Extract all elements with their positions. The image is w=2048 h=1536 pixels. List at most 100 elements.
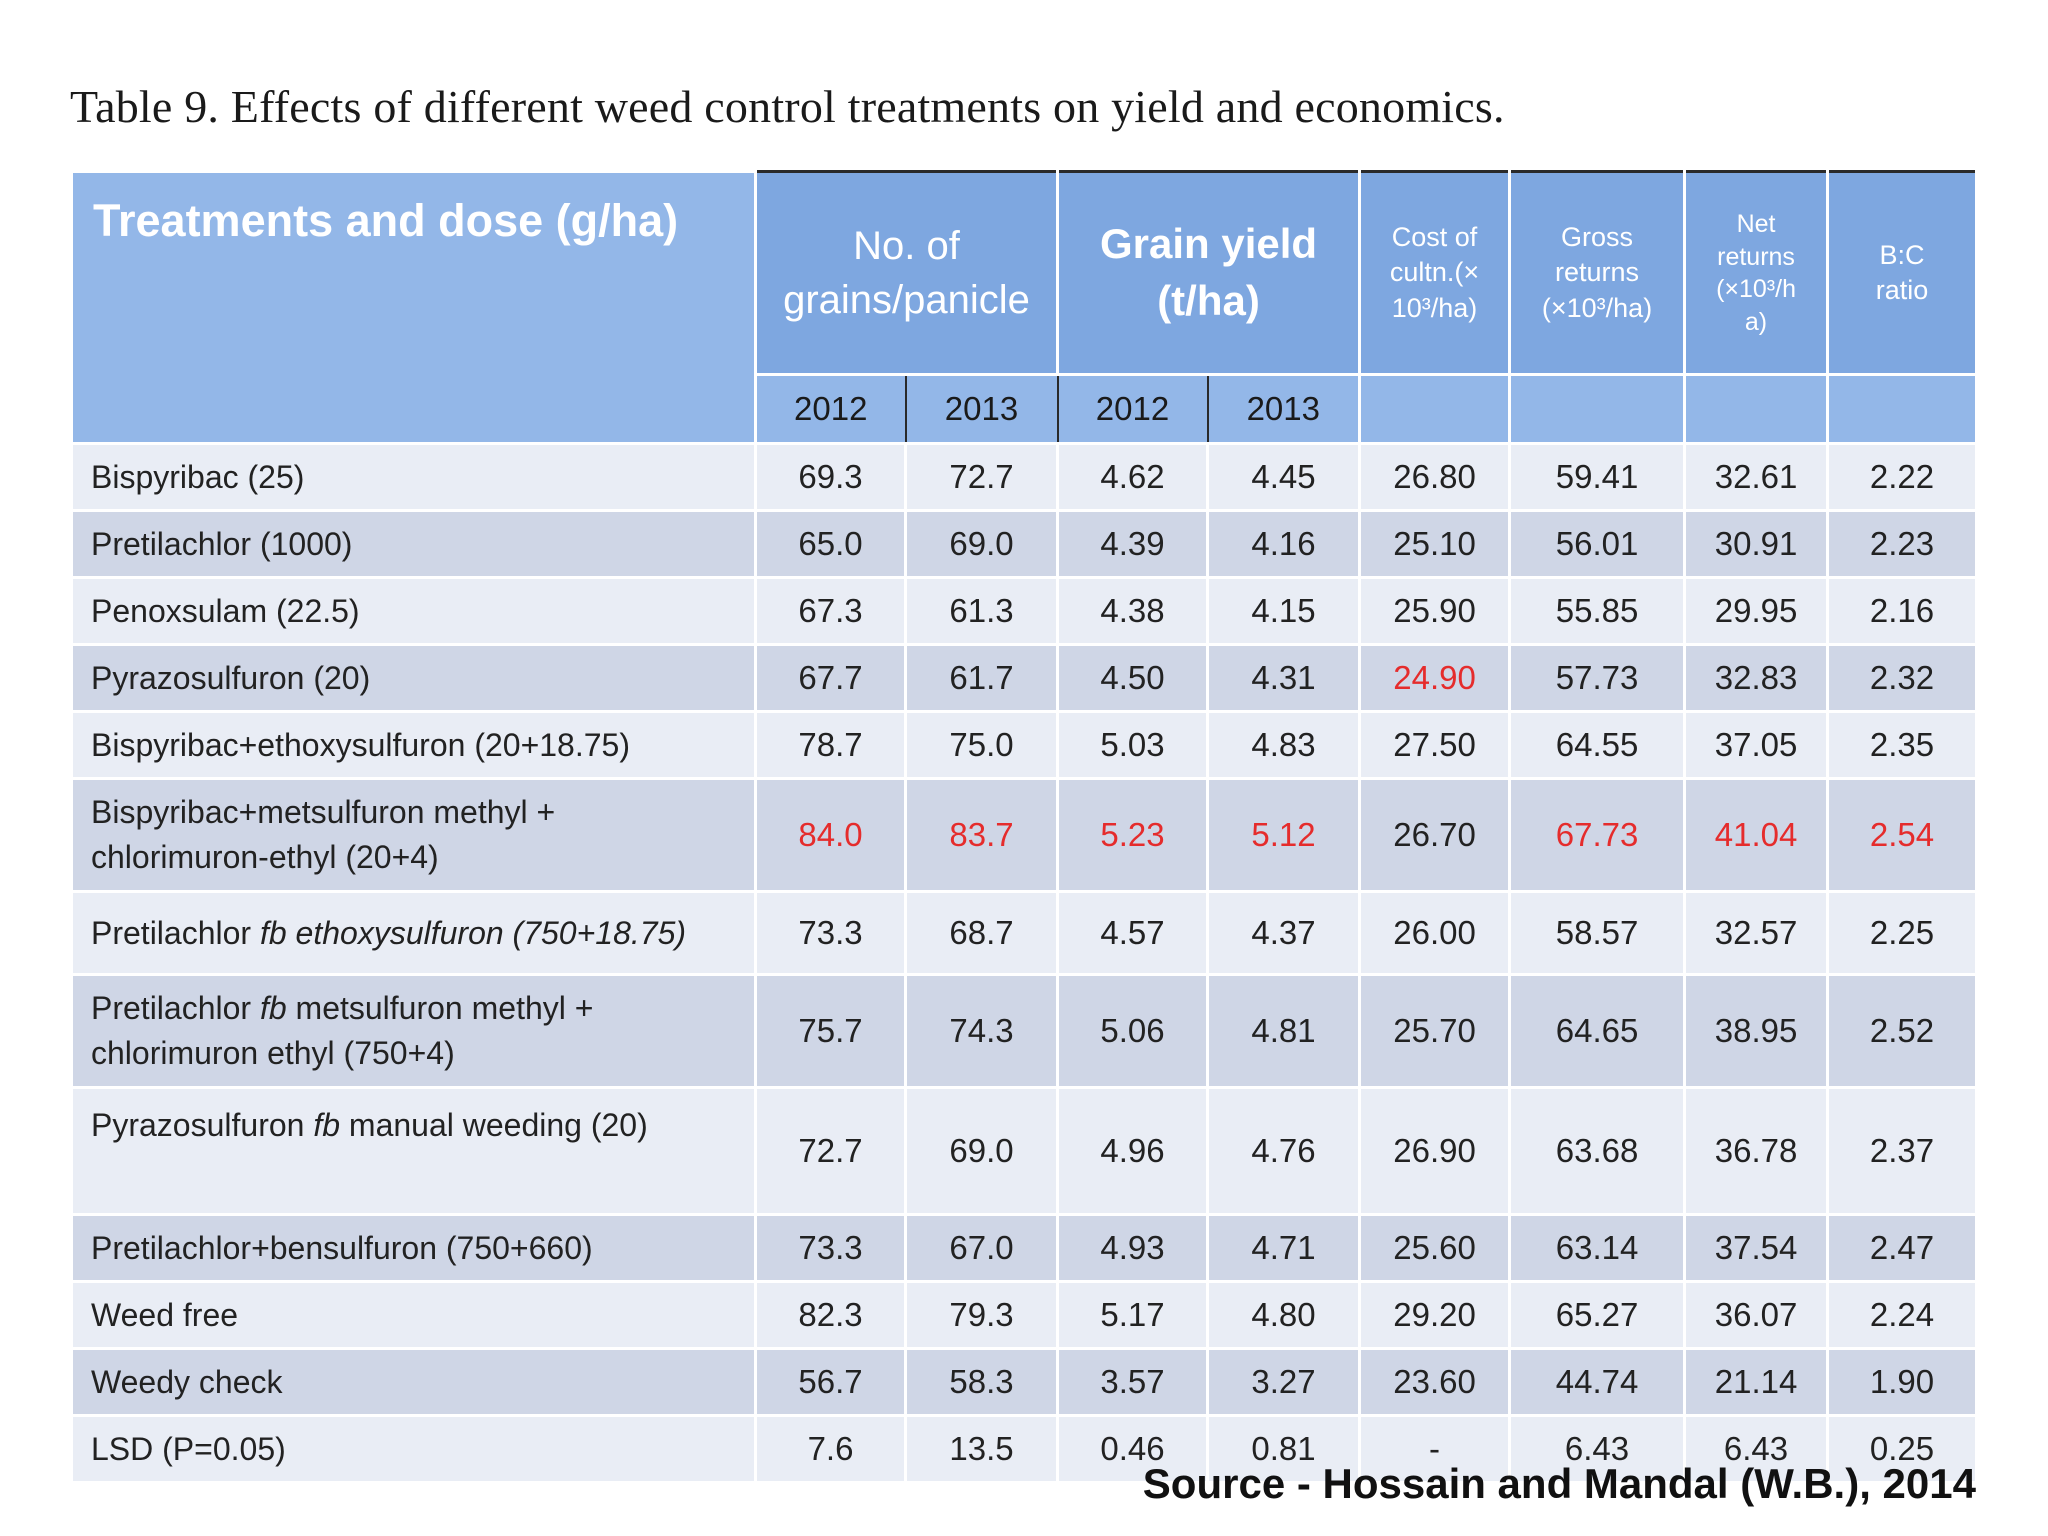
grains-2013: 61.7	[903, 643, 1060, 713]
grains-2012: 73.3	[754, 890, 907, 976]
yield-2012: 0.46	[1056, 1414, 1210, 1484]
yield-2012: 4.93	[1056, 1213, 1210, 1283]
header-year-2013-grains: 2013	[904, 373, 1059, 445]
net-returns: 38.95	[1683, 973, 1830, 1089]
grains-2012: 72.7	[754, 1086, 907, 1216]
yield-2013: 4.37	[1206, 890, 1362, 976]
cost-cultivation: 25.60	[1358, 1213, 1512, 1283]
gross-returns: 63.14	[1508, 1213, 1687, 1283]
treatment-name-line1: Bispyribac+metsulfuron methyl +	[91, 794, 556, 831]
net-returns: 32.57	[1683, 890, 1830, 976]
source-citation: Source - Hossain and Mandal (W.B.), 2014	[1142, 1460, 1976, 1507]
bc-ratio: 2.32	[1826, 643, 1979, 713]
header-net-line4: a)	[1744, 307, 1768, 336]
treatment-name-rest: metsulfuron methyl +	[295, 990, 594, 1027]
grains-2013: 69.0	[903, 1086, 1060, 1216]
yield-2013: 4.81	[1206, 973, 1362, 1089]
treatment-name: Pyrazosulfuron fb manual weeding (20)	[70, 1086, 757, 1216]
table-row: Weedy check 56.7 58.3 3.57 3.27 23.60 44…	[70, 1347, 1979, 1417]
cost-cultivation: -	[1358, 1414, 1512, 1484]
treatment-name-line1: Pyrazosulfuron	[91, 1107, 305, 1143]
table-row: Penoxsulam (22.5) 67.3 61.3 4.38 4.15 25…	[70, 576, 1979, 646]
table-row: Weed free 82.3 79.3 5.17 4.80 29.20 65.2…	[70, 1280, 1979, 1350]
grains-2013: 72.7	[904, 442, 1060, 512]
treatment-name: Pretilachlor fb metsulfuron methyl + chl…	[70, 973, 757, 1089]
yield-2012: 4.50	[1056, 643, 1210, 713]
followed-by-marker: fb	[259, 990, 287, 1027]
treatment-name-line2: chlorimuron ethyl (750+4)	[91, 1035, 455, 1071]
table-row: LSD (P=0.05) 7.6 13.5 0.46 0.81 - 6.43 6…	[70, 1414, 1979, 1484]
yield-2012: 3.57	[1056, 1347, 1210, 1417]
yield-2012: 4.57	[1056, 890, 1210, 976]
header-grains-line2: grains/panicle	[783, 278, 1030, 322]
yield-2013: 4.80	[1206, 1280, 1362, 1350]
cost-cultivation: 25.90	[1358, 576, 1512, 646]
cost-cultivation: 26.00	[1358, 890, 1512, 976]
table-row: Pretilachlor fb ethoxysulfuron (750+18.7…	[70, 890, 1979, 976]
treatment-name: LSD (P=0.05)	[70, 1414, 757, 1484]
net-returns: 41.04	[1683, 777, 1830, 893]
grains-2012: 56.7	[754, 1347, 907, 1417]
header-bc-ratio: B:C ratio	[1826, 170, 1979, 376]
bc-ratio: 2.37	[1826, 1086, 1979, 1216]
cost-cultivation: 26.90	[1358, 1086, 1512, 1216]
grains-2012: 82.3	[754, 1280, 907, 1350]
bc-ratio: 2.23	[1826, 509, 1979, 579]
yield-2013: 5.12	[1206, 777, 1362, 893]
yield-2012: 5.03	[1056, 710, 1210, 780]
grains-2012: 78.7	[754, 710, 907, 780]
table-row: Pretilachlor fb metsulfuron methyl + chl…	[70, 973, 1979, 1089]
grains-2013: 74.3	[903, 973, 1060, 1089]
table-row: Pretilachlor (1000) 65.0 69.0 4.39 4.16 …	[70, 509, 1979, 579]
cost-cultivation: 26.80	[1358, 442, 1512, 512]
gross-returns: 67.73	[1508, 777, 1687, 893]
bc-ratio: 2.54	[1826, 777, 1979, 893]
header-gross-line3: (×10³/ha)	[1541, 292, 1653, 323]
table-row: Bispyribac (25) 69.3 72.7 4.62 4.45 26.8…	[70, 442, 1979, 512]
grains-2013: 68.7	[903, 890, 1060, 976]
cost-cultivation: 25.10	[1358, 509, 1512, 579]
gross-returns: 63.68	[1508, 1086, 1687, 1216]
net-returns: 32.61	[1683, 442, 1830, 512]
grains-2012: 67.3	[754, 576, 907, 646]
header-net-line2: returns	[1717, 242, 1795, 271]
bc-ratio: 2.47	[1826, 1213, 1979, 1283]
treatment-name: Penoxsulam (22.5)	[70, 576, 757, 646]
gross-returns: 64.65	[1508, 973, 1687, 1089]
grains-2013: 61.3	[903, 576, 1060, 646]
header-gross-returns: Gross returns (×10³/ha)	[1508, 170, 1687, 376]
header-net-returns: Net returns (×10³/h a)	[1683, 170, 1830, 376]
yield-2012: 4.39	[1056, 509, 1210, 579]
net-returns: 37.54	[1683, 1213, 1830, 1283]
yield-2013: 4.31	[1206, 643, 1362, 713]
bc-ratio: 2.35	[1826, 710, 1979, 780]
net-returns: 36.78	[1683, 1086, 1830, 1216]
treatment-name: Pretilachlor fb ethoxysulfuron (750+18.7…	[70, 890, 757, 976]
header-gross-line2: returns	[1555, 257, 1640, 288]
yield-2013: 4.45	[1206, 442, 1362, 512]
treatment-name: Weed free	[70, 1280, 757, 1350]
header-cost: Cost of cultn.(× 10³/ha)	[1358, 170, 1512, 376]
yield-2013: 4.83	[1206, 710, 1362, 780]
table-caption: Table 9. Effects of different weed contr…	[70, 81, 1505, 132]
header-blank-net	[1683, 373, 1830, 445]
header-year-2012-grains: 2012	[754, 373, 907, 445]
header-grains-per-panicle: No. of grains/panicle	[753, 170, 1060, 376]
cost-cultivation: 23.60	[1358, 1347, 1512, 1417]
table-row: Pyrazosulfuron (20) 67.7 61.7 4.50 4.31 …	[70, 643, 1979, 713]
header-grain-yield: Grain yield (t/ha)	[1056, 170, 1362, 376]
treatment-name: Bispyribac+ethoxysulfuron (20+18.75)	[70, 710, 757, 780]
header-cost-line2: cultn.(×	[1389, 257, 1480, 288]
net-returns: 29.95	[1683, 576, 1830, 646]
table-row: Bispyribac+ethoxysulfuron (20+18.75) 78.…	[70, 710, 1979, 780]
grains-2012: 84.0	[754, 777, 907, 893]
header-yield-line2: (t/ha)	[1157, 277, 1260, 324]
grains-2013: 58.3	[903, 1347, 1060, 1417]
header-treatments: Treatments and dose (g/ha)	[70, 170, 757, 445]
yield-2013: 4.76	[1206, 1086, 1362, 1216]
treatment-name: Pretilachlor (1000)	[70, 509, 757, 579]
treatment-name-rest: manual weeding (20)	[348, 1107, 648, 1143]
treatment-name: Pyrazosulfuron (20)	[70, 643, 757, 713]
table-row: Pretilachlor+bensulfuron (750+660) 73.3 …	[70, 1213, 1979, 1283]
grains-2013: 75.0	[903, 710, 1060, 780]
